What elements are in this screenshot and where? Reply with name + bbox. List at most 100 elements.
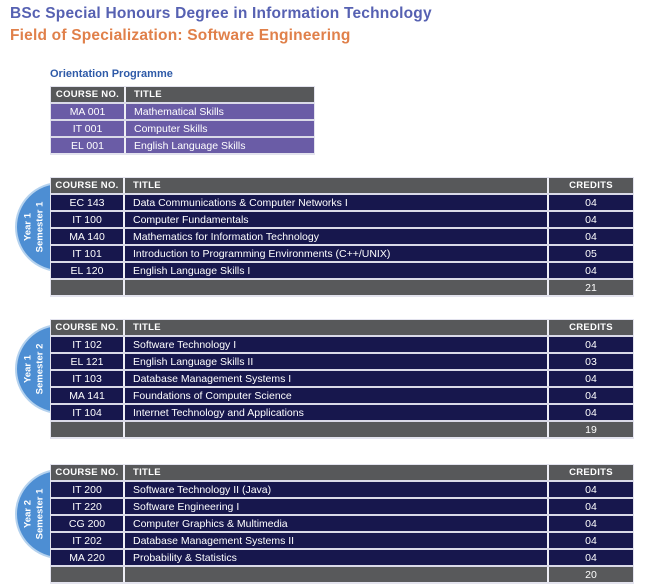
credits-cell: 04 xyxy=(547,388,633,403)
table-row: MA 141 Foundations of Computer Science 0… xyxy=(51,388,633,405)
table-row: IT 202 Database Management Systems II 04 xyxy=(51,533,633,550)
course-no-cell: IT 104 xyxy=(51,405,123,420)
year1-semester1-table: COURSE NO. TITLE CREDITS EC 143 Data Com… xyxy=(50,177,634,297)
column-header-credits: CREDITS xyxy=(547,320,633,335)
page-subtitle: Field of Specialization: Software Engine… xyxy=(10,27,351,44)
column-header-credits: CREDITS xyxy=(547,178,633,193)
table-header-row: COURSE NO. TITLE xyxy=(51,87,314,104)
table-row: EL 001 English Language Skills xyxy=(51,138,314,154)
course-title-cell: Database Management Systems II xyxy=(123,533,547,548)
column-header-course-no: COURSE NO. xyxy=(51,178,123,193)
credits-cell: 04 xyxy=(547,482,633,497)
course-no-cell: IT 200 xyxy=(51,482,123,497)
course-no-cell: IT 103 xyxy=(51,371,123,386)
total-row-spacer xyxy=(51,280,123,295)
table-row: IT 103 Database Management Systems I 04 xyxy=(51,371,633,388)
total-credits-cell: 19 xyxy=(547,422,633,437)
course-title-cell: Internet Technology and Applications xyxy=(123,405,547,420)
total-credits-cell: 21 xyxy=(547,280,633,295)
orientation-table: COURSE NO. TITLE MA 001 Mathematical Ski… xyxy=(50,86,315,155)
course-title-cell: Computer Fundamentals xyxy=(123,212,547,227)
credits-cell: 04 xyxy=(547,533,633,548)
course-no-cell: IT 202 xyxy=(51,533,123,548)
course-no-cell: IT 100 xyxy=(51,212,123,227)
credits-cell: 04 xyxy=(547,263,633,278)
table-row: IT 001 Computer Skills xyxy=(51,121,314,138)
table-row: MA 001 Mathematical Skills xyxy=(51,104,314,121)
table-row: IT 100 Computer Fundamentals 04 xyxy=(51,212,633,229)
course-no-cell: EC 143 xyxy=(51,195,123,210)
credits-cell: 04 xyxy=(547,516,633,531)
total-row: 20 xyxy=(51,567,633,583)
credits-cell: 04 xyxy=(547,550,633,565)
course-title-cell: Computer Skills xyxy=(124,121,314,136)
course-title-cell: English Language Skills xyxy=(124,138,314,153)
total-row: 19 xyxy=(51,422,633,438)
table-row: EL 120 English Language Skills I 04 xyxy=(51,263,633,280)
course-title-cell: Database Management Systems I xyxy=(123,371,547,386)
course-title-cell: Data Communications & Computer Networks … xyxy=(123,195,547,210)
column-header-course-no: COURSE NO. xyxy=(51,320,123,335)
column-header-title: TITLE xyxy=(123,178,547,193)
table-header-row: COURSE NO. TITLE CREDITS xyxy=(51,465,633,482)
course-no-cell: MA 220 xyxy=(51,550,123,565)
course-title-cell: Probability & Statistics xyxy=(123,550,547,565)
course-no-cell: IT 220 xyxy=(51,499,123,514)
course-no-cell: EL 001 xyxy=(51,138,124,153)
column-header-title: TITLE xyxy=(124,87,314,102)
orientation-programme-label: Orientation Programme xyxy=(50,68,173,80)
credits-cell: 04 xyxy=(547,499,633,514)
course-no-cell: IT 101 xyxy=(51,246,123,261)
credits-cell: 04 xyxy=(547,405,633,420)
total-row-spacer xyxy=(51,422,123,437)
course-no-cell: MA 001 xyxy=(51,104,124,119)
total-credits-cell: 20 xyxy=(547,567,633,582)
course-title-cell: Foundations of Computer Science xyxy=(123,388,547,403)
course-title-cell: English Language Skills I xyxy=(123,263,547,278)
credits-cell: 04 xyxy=(547,371,633,386)
table-row: EL 121 English Language Skills II 03 xyxy=(51,354,633,371)
total-row-spacer xyxy=(123,280,547,295)
credits-cell: 04 xyxy=(547,229,633,244)
total-row-spacer xyxy=(123,422,547,437)
course-no-cell: CG 200 xyxy=(51,516,123,531)
course-title-cell: English Language Skills II xyxy=(123,354,547,369)
table-row: CG 200 Computer Graphics & Multimedia 04 xyxy=(51,516,633,533)
table-header-row: COURSE NO. TITLE CREDITS xyxy=(51,320,633,337)
table-row: MA 220 Probability & Statistics 04 xyxy=(51,550,633,567)
table-row: IT 200 Software Technology II (Java) 04 xyxy=(51,482,633,499)
column-header-credits: CREDITS xyxy=(547,465,633,480)
course-title-cell: Software Technology II (Java) xyxy=(123,482,547,497)
column-header-title: TITLE xyxy=(123,465,547,480)
credits-cell: 05 xyxy=(547,246,633,261)
table-header-row: COURSE NO. TITLE CREDITS xyxy=(51,178,633,195)
table-row: IT 101 Introduction to Programming Envir… xyxy=(51,246,633,263)
table-row: IT 102 Software Technology I 04 xyxy=(51,337,633,354)
total-row: 21 xyxy=(51,280,633,296)
course-no-cell: IT 102 xyxy=(51,337,123,352)
course-title-cell: Software Engineering I xyxy=(123,499,547,514)
table-row: IT 220 Software Engineering I 04 xyxy=(51,499,633,516)
credits-cell: 04 xyxy=(547,212,633,227)
course-title-cell: Mathematics for Information Technology xyxy=(123,229,547,244)
course-no-cell: MA 141 xyxy=(51,388,123,403)
table-row: IT 104 Internet Technology and Applicati… xyxy=(51,405,633,422)
credits-cell: 04 xyxy=(547,195,633,210)
course-no-cell: IT 001 xyxy=(51,121,124,136)
course-no-cell: EL 121 xyxy=(51,354,123,369)
total-row-spacer xyxy=(51,567,123,582)
table-row: EC 143 Data Communications & Computer Ne… xyxy=(51,195,633,212)
course-title-cell: Mathematical Skills xyxy=(124,104,314,119)
page-title: BSc Special Honours Degree in Informatio… xyxy=(10,5,432,22)
total-row-spacer xyxy=(123,567,547,582)
column-header-course-no: COURSE NO. xyxy=(51,465,123,480)
column-header-course-no: COURSE NO. xyxy=(51,87,124,102)
year1-semester2-table: COURSE NO. TITLE CREDITS IT 102 Software… xyxy=(50,319,634,439)
course-title-cell: Introduction to Programming Environments… xyxy=(123,246,547,261)
table-row: MA 140 Mathematics for Information Techn… xyxy=(51,229,633,246)
course-no-cell: EL 120 xyxy=(51,263,123,278)
credits-cell: 04 xyxy=(547,337,633,352)
column-header-title: TITLE xyxy=(123,320,547,335)
course-no-cell: MA 140 xyxy=(51,229,123,244)
year2-semester1-table: COURSE NO. TITLE CREDITS IT 200 Software… xyxy=(50,464,634,584)
